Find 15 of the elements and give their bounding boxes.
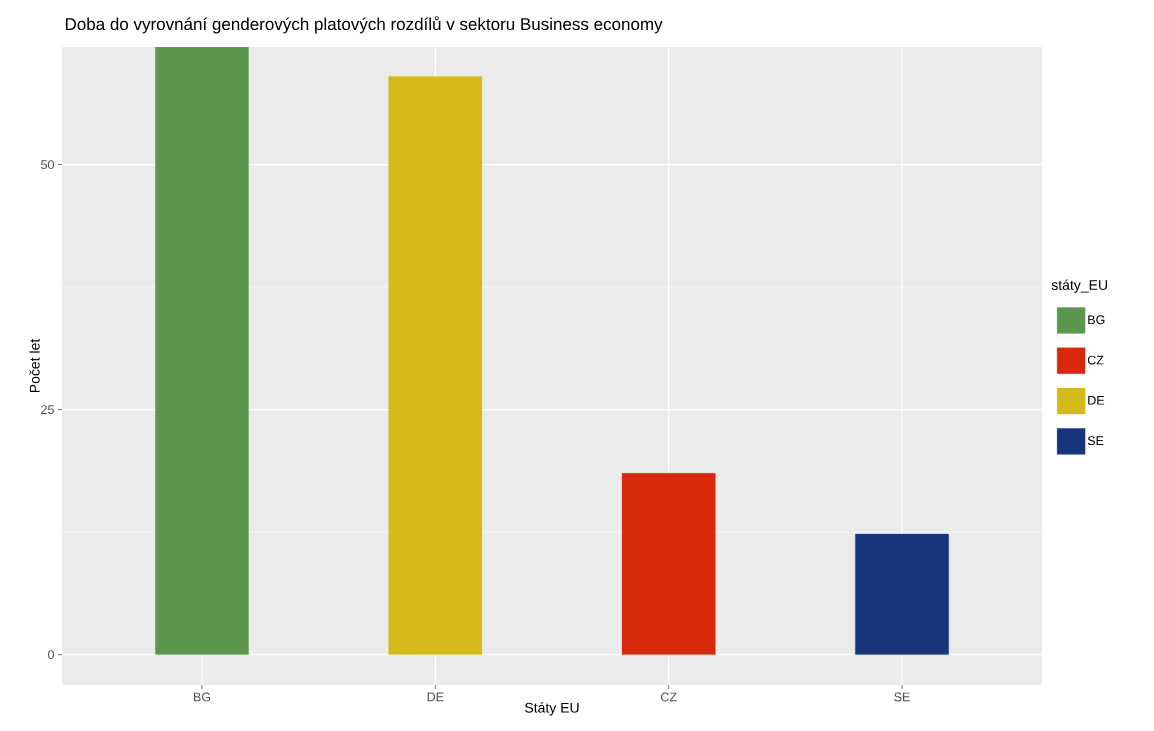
legend-label: CZ [1087,355,1104,365]
y-tick-label: 25 [41,405,54,415]
legend-label: DE [1088,396,1105,405]
x-tick-label: SE [894,692,910,702]
y-axis-title: Počet let [29,338,40,393]
y-tick-label: 0 [48,650,54,660]
legend-title: státy_EU [1051,279,1107,293]
legend-label: BG [1088,315,1105,325]
x-axis-title: Státy EU [525,702,579,716]
x-tick-label: DE [427,692,444,702]
x-tick-label: BG [193,692,211,702]
chart-title: Doba do vyrovnání genderových platových rozdílů v sektoru Business economy [65,16,663,34]
legend-label: SE [1087,436,1104,446]
y-tick-label: 50 [41,160,54,170]
x-tick-label: CZ [660,692,677,702]
